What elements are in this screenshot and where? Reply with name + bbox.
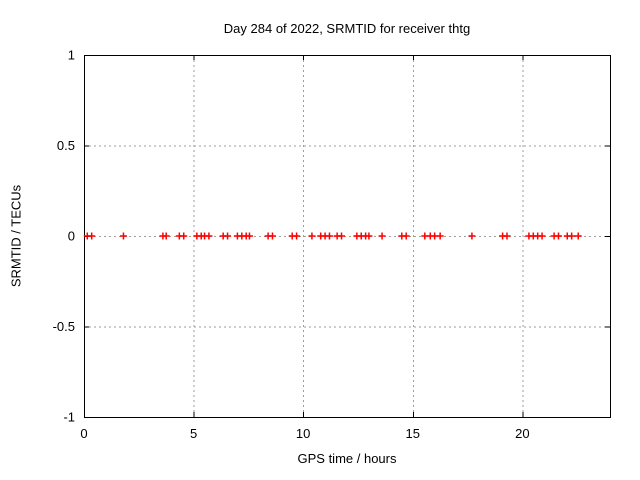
data-point — [503, 232, 511, 240]
y-tick-label: 1 — [68, 48, 75, 63]
data-point — [268, 232, 276, 240]
data-point — [538, 232, 546, 240]
x-axis-label: GPS time / hours — [297, 451, 397, 466]
data-point — [293, 232, 301, 240]
y-tick-label: -1 — [63, 410, 75, 425]
data-points — [83, 232, 582, 240]
data-point — [468, 232, 476, 240]
data-point — [568, 232, 576, 240]
data-point — [402, 232, 410, 240]
axis-ticks — [84, 55, 610, 418]
y-tick-label: -0.5 — [53, 319, 75, 334]
tick-labels: 0 5 10 15 20 1 0.5 0 -0.5 -1 — [53, 48, 530, 442]
x-tick-label: 10 — [296, 426, 310, 441]
data-point — [365, 232, 373, 240]
chart-title: Day 284 of 2022, SRMTID for receiver tht… — [223, 21, 471, 36]
x-tick-label: 20 — [515, 426, 529, 441]
data-point — [88, 232, 96, 240]
data-point — [224, 232, 232, 240]
data-point — [554, 232, 562, 240]
x-tick-label: 0 — [80, 426, 87, 441]
data-point — [308, 232, 316, 240]
x-tick-label: 15 — [406, 426, 420, 441]
data-point — [436, 232, 444, 240]
data-point — [378, 232, 386, 240]
data-point — [245, 232, 253, 240]
data-point — [180, 232, 188, 240]
data-point — [338, 232, 346, 240]
x-tick-label: 5 — [190, 426, 197, 441]
y-tick-label: 0 — [68, 229, 75, 244]
data-point — [162, 232, 170, 240]
data-point — [325, 232, 333, 240]
y-axis-label: SRMTID / TECUs — [8, 184, 24, 288]
y-tick-label: 0.5 — [57, 138, 75, 153]
data-point — [205, 232, 213, 240]
data-point — [119, 232, 127, 240]
data-point — [574, 232, 582, 240]
